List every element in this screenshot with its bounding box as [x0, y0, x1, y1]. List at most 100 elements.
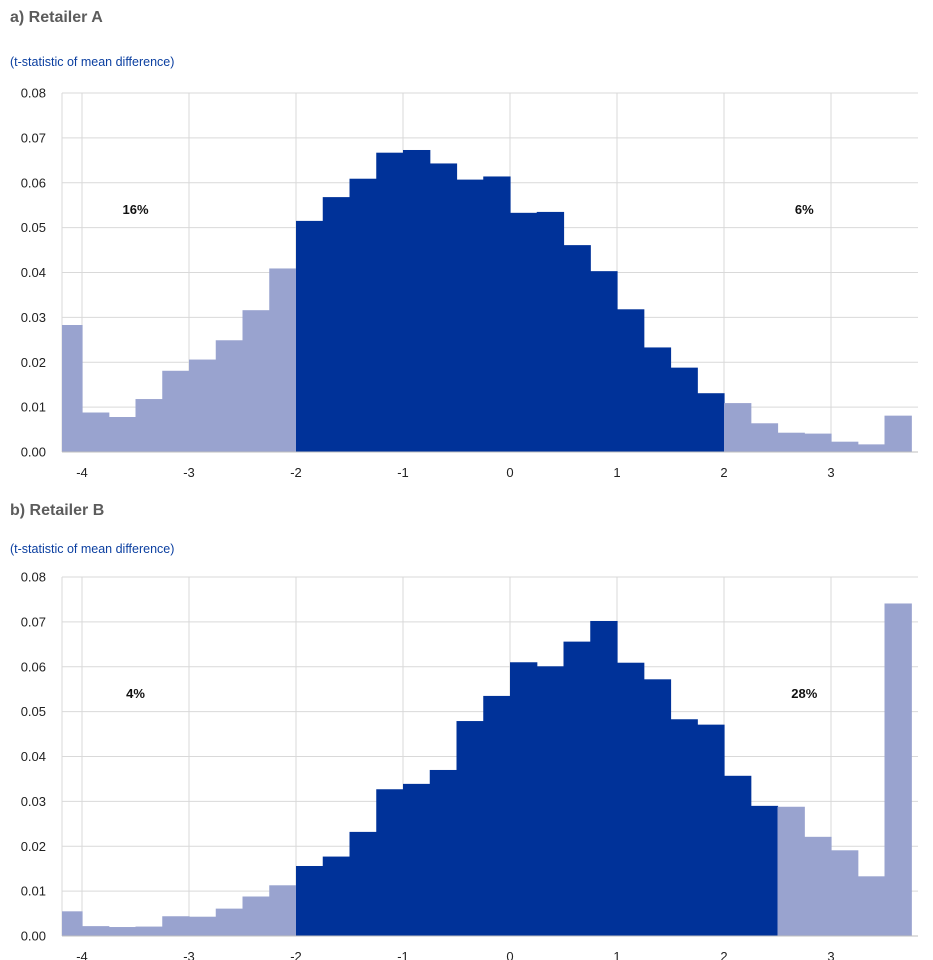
y-tick-label: 0.05 — [21, 220, 46, 235]
x-tick-label: -4 — [76, 949, 88, 960]
histogram-bar-center — [403, 149, 431, 452]
y-tick-label: 0.06 — [21, 659, 46, 674]
histogram-bar-center — [617, 309, 645, 452]
histogram-bar-center — [697, 724, 725, 936]
x-tick-label: -1 — [397, 949, 409, 960]
histogram-bar-tail — [777, 806, 805, 936]
histogram-bar-tail — [162, 370, 190, 452]
histogram-bar-tail — [884, 415, 912, 452]
histogram-bar-tail — [269, 885, 297, 936]
histogram-bar-center — [510, 662, 538, 936]
x-tick-label: 3 — [827, 465, 834, 480]
y-tick-label: 0.01 — [21, 400, 46, 415]
percent-annotation: 6% — [795, 202, 814, 217]
y-tick-label: 0.07 — [21, 130, 46, 145]
x-tick-label: -4 — [76, 465, 88, 480]
x-tick-label: 2 — [720, 949, 727, 960]
y-tick-label: 0.07 — [21, 614, 46, 629]
chart-title: a) Retailer A — [10, 9, 103, 26]
histogram-bar-tail — [857, 876, 886, 936]
histogram-bar-center — [590, 620, 618, 936]
histogram-bar-center — [429, 769, 458, 936]
histogram-bar-center — [349, 831, 377, 936]
y-tick-label: 0.05 — [21, 704, 46, 719]
y-tick-label: 0.06 — [21, 175, 46, 190]
histogram-bar-tail — [857, 444, 886, 452]
x-tick-label: -3 — [183, 465, 195, 480]
percent-annotation: 16% — [122, 202, 148, 217]
x-tick-label: 0 — [506, 465, 513, 480]
x-tick-label: 0 — [506, 949, 513, 960]
histogram-bar-tail — [162, 916, 190, 936]
y-tick-label: 0.00 — [21, 445, 46, 460]
chart-subtitle: (t-statistic of mean difference) — [10, 55, 175, 69]
histogram-bar-tail — [831, 850, 859, 936]
histogram-bar-tail — [777, 432, 805, 452]
histogram-bar-tail — [804, 433, 832, 452]
histogram-bar-tail — [189, 359, 217, 452]
histogram-bar-tail — [189, 916, 217, 936]
x-tick-label: -1 — [397, 465, 409, 480]
histogram-bar-tail — [215, 340, 244, 452]
y-tick-label: 0.08 — [21, 570, 46, 585]
histogram-bar-center — [349, 178, 377, 452]
chart-title: b) Retailer B — [10, 502, 105, 519]
histogram-bar-center — [322, 197, 351, 452]
histogram-bar-center — [643, 679, 672, 936]
histogram-bar-center — [750, 805, 779, 936]
y-tick-label: 0.03 — [21, 310, 46, 325]
chart-subtitle: (t-statistic of mean difference) — [10, 542, 175, 556]
histogram-bar-tail — [269, 268, 297, 452]
panel-retailer-a: a) Retailer A (t-statistic of mean diffe… — [10, 9, 918, 480]
histogram-bar-center — [590, 271, 618, 452]
histogram-bar-tail — [884, 603, 912, 936]
histogram-bar-center — [296, 865, 324, 936]
histogram-bar-tail — [82, 412, 110, 452]
histogram-bar-tail — [135, 926, 163, 936]
histogram-bar-center — [643, 347, 672, 452]
histogram-bar-tail — [750, 423, 779, 452]
y-tick-label: 0.02 — [21, 839, 46, 854]
histogram-bar-tail — [724, 403, 752, 452]
histogram-bar-center — [456, 179, 484, 452]
histogram-bar-center — [724, 775, 752, 936]
histogram-bar-center — [563, 245, 591, 452]
histogram-bar-tail — [135, 399, 163, 452]
histogram-bar-center — [429, 163, 458, 453]
x-tick-label: 3 — [827, 949, 834, 960]
histogram-bar-tail — [62, 911, 83, 936]
x-tick-label: 2 — [720, 465, 727, 480]
percent-annotation: 4% — [126, 686, 145, 701]
histogram-bar-center — [376, 789, 404, 936]
y-tick-label: 0.02 — [21, 355, 46, 370]
histogram-bar-center — [510, 212, 538, 452]
histogram-bar-center — [670, 367, 698, 452]
y-tick-label: 0.08 — [21, 86, 46, 101]
histogram-bar-center — [670, 719, 698, 936]
x-tick-label: 1 — [613, 949, 620, 960]
histogram-bar-center — [617, 662, 645, 936]
x-tick-label: -2 — [290, 949, 302, 960]
histogram-bar-center — [296, 220, 324, 452]
histogram-bar-tail — [804, 836, 832, 936]
y-tick-label: 0.03 — [21, 794, 46, 809]
histogram-bar-center — [322, 856, 351, 936]
histogram-bar-tail — [62, 325, 83, 452]
y-tick-label: 0.04 — [21, 265, 46, 280]
histogram-bar-tail — [108, 416, 137, 452]
histogram-bar-center — [563, 641, 591, 936]
histogram-bar-tail — [82, 926, 110, 936]
histogram-bar-center — [536, 666, 565, 936]
y-tick-label: 0.04 — [21, 749, 46, 764]
x-tick-label: -3 — [183, 949, 195, 960]
histogram-bar-tail — [831, 441, 859, 452]
histogram-bar-center — [403, 783, 431, 936]
panel-retailer-b: b) Retailer B (t-statistic of mean diffe… — [0, 480, 933, 960]
y-tick-label: 0.00 — [21, 929, 46, 944]
histogram-bar-center — [697, 393, 725, 452]
histogram-bar-center — [536, 211, 565, 452]
histogram-bar-tail — [215, 908, 244, 936]
x-tick-label: -2 — [290, 465, 302, 480]
x-tick-label: 1 — [613, 465, 620, 480]
percent-annotation: 28% — [791, 686, 817, 701]
